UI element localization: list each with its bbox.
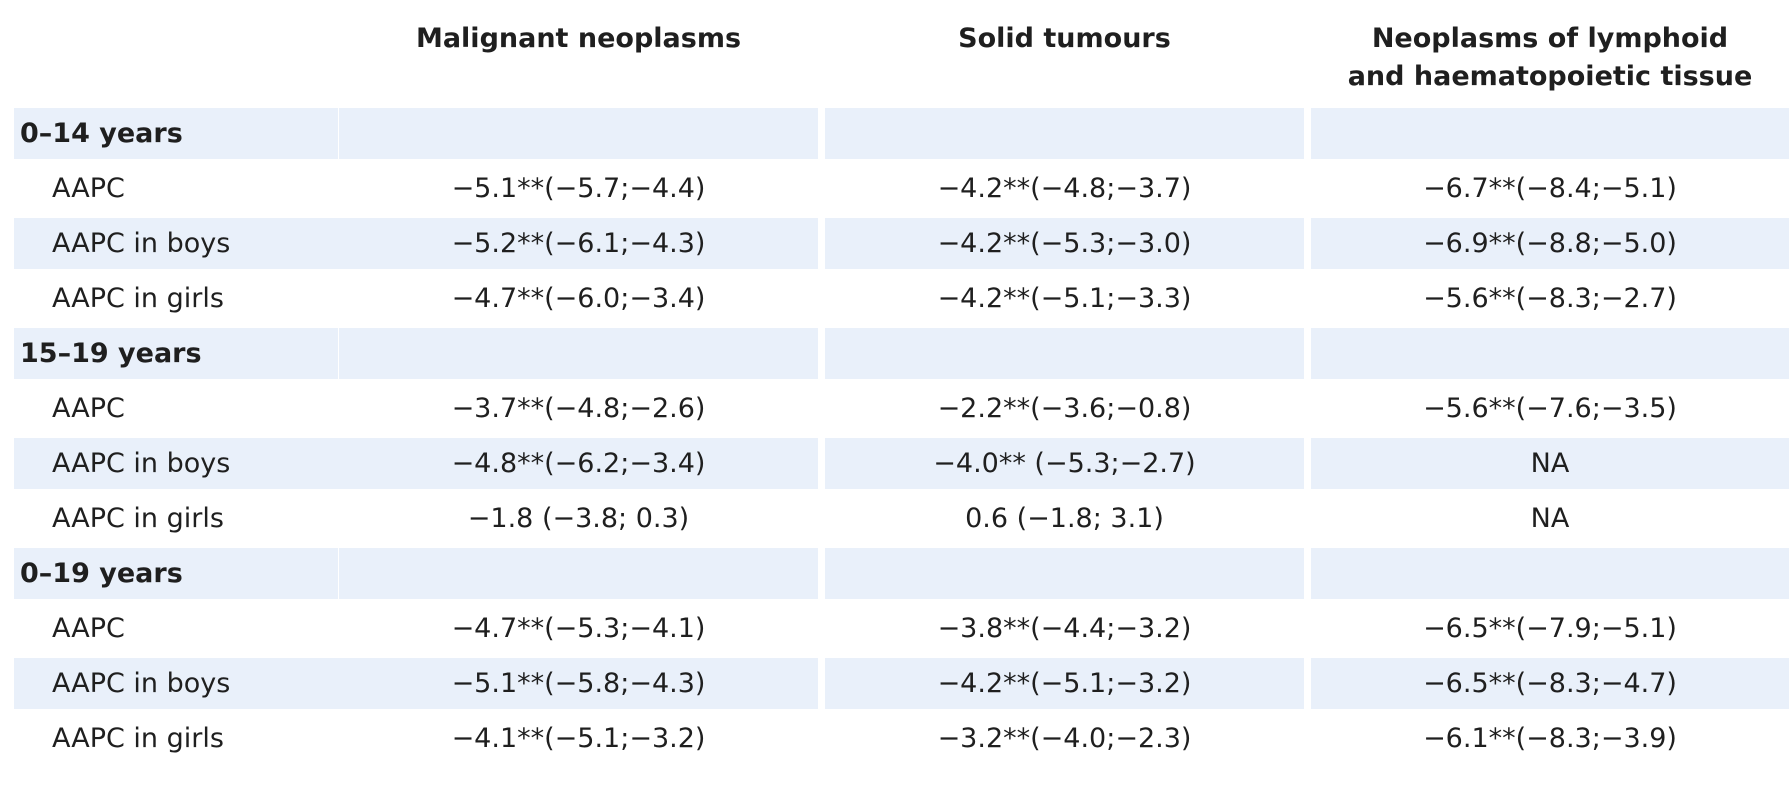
table-row: AAPC in boys −5.1**(−5.8;−4.3) −4.2**(−5… bbox=[14, 656, 1789, 711]
group-label: 15–19 years bbox=[14, 328, 338, 379]
group-row: 0–19 years bbox=[14, 546, 1789, 601]
row-label: AAPC bbox=[52, 173, 125, 204]
table-row: AAPC −3.7**(−4.8;−2.6) −2.2**(−3.6;−0.8)… bbox=[14, 381, 1789, 436]
group-empty-cell bbox=[1311, 108, 1789, 159]
solid-value: −3.8**(−4.4;−3.2) bbox=[937, 613, 1192, 644]
group-empty-cell bbox=[1311, 548, 1789, 599]
table-row: AAPC −5.1**(−5.7;−4.4) −4.2**(−4.8;−3.7)… bbox=[14, 161, 1789, 216]
group-row: 0–14 years bbox=[14, 106, 1789, 161]
malignant-value: −4.7**(−5.3;−4.1) bbox=[451, 613, 706, 644]
header-lymphoid-line-1: Neoplasms of lymphoid bbox=[1371, 23, 1729, 54]
solid-value: 0.6 (−1.8; 3.1) bbox=[965, 503, 1164, 534]
table-row: AAPC −4.7**(−5.3;−4.1) −3.8**(−4.4;−3.2)… bbox=[14, 601, 1789, 656]
lymphoid-value: −6.5**(−8.3;−4.7) bbox=[1311, 658, 1789, 709]
lymphoid-value: −6.5**(−7.9;−5.1) bbox=[1423, 613, 1677, 644]
row-label: AAPC in girls bbox=[52, 503, 224, 534]
header-malignant-neoplasms: Malignant neoplasms bbox=[339, 0, 818, 106]
table-row: AAPC in girls −4.1**(−5.1;−3.2) −3.2**(−… bbox=[14, 711, 1789, 766]
solid-value: −4.2**(−4.8;−3.7) bbox=[937, 173, 1192, 204]
row-label: AAPC bbox=[52, 613, 125, 644]
solid-value: −4.2**(−5.1;−3.3) bbox=[937, 283, 1192, 314]
malignant-value: −5.1**(−5.7;−4.4) bbox=[451, 173, 706, 204]
header-solid-tumours: Solid tumours bbox=[825, 0, 1304, 106]
solid-value: −4.2**(−5.1;−3.2) bbox=[825, 658, 1304, 709]
solid-value: −4.2**(−5.3;−3.0) bbox=[825, 218, 1304, 269]
header-lymphoid-neoplasms: Neoplasms of lymphoid and haematopoietic… bbox=[1311, 0, 1789, 106]
malignant-value: −4.7**(−6.0;−3.4) bbox=[451, 283, 706, 314]
table-header: Malignant neoplasms Solid tumours Neopla… bbox=[14, 0, 1789, 106]
group-empty-cell bbox=[1311, 328, 1789, 379]
table-row: AAPC in girls −4.7**(−6.0;−3.4) −4.2**(−… bbox=[14, 271, 1789, 326]
lymphoid-value: −5.6**(−8.3;−2.7) bbox=[1423, 283, 1677, 314]
group-label: 0–14 years bbox=[14, 108, 338, 159]
row-label: AAPC bbox=[52, 393, 125, 424]
table-row: AAPC in girls −1.8 (−3.8; 0.3) 0.6 (−1.8… bbox=[14, 491, 1789, 546]
header-lymphoid-line-2: and haematopoietic tissue bbox=[1347, 61, 1753, 92]
row-label: AAPC in boys bbox=[14, 218, 370, 269]
group-label: 0–19 years bbox=[14, 548, 338, 599]
solid-value: −4.0** (−5.3;−2.7) bbox=[825, 438, 1304, 489]
solid-value: −3.2**(−4.0;−2.3) bbox=[937, 723, 1192, 754]
group-empty-cell bbox=[339, 328, 818, 379]
row-label: AAPC in girls bbox=[52, 283, 224, 314]
lymphoid-value: −6.1**(−8.3;−3.9) bbox=[1423, 723, 1677, 754]
malignant-value: −5.2**(−6.1;−4.3) bbox=[339, 218, 818, 269]
malignant-value: −3.7**(−4.8;−2.6) bbox=[451, 393, 706, 424]
table-row: AAPC in boys −5.2**(−6.1;−4.3) −4.2**(−5… bbox=[14, 216, 1789, 271]
group-empty-cell bbox=[339, 548, 818, 599]
lymphoid-value: NA bbox=[1311, 438, 1789, 489]
group-empty-cell bbox=[825, 328, 1304, 379]
malignant-value: −1.8 (−3.8; 0.3) bbox=[467, 503, 690, 534]
table-row: AAPC in boys −4.8**(−6.2;−3.4) −4.0** (−… bbox=[14, 436, 1789, 491]
lymphoid-value: −6.7**(−8.4;−5.1) bbox=[1423, 173, 1677, 204]
group-empty-cell bbox=[825, 548, 1304, 599]
row-label: AAPC in boys bbox=[14, 658, 370, 709]
malignant-value: −5.1**(−5.8;−4.3) bbox=[339, 658, 818, 709]
row-label: AAPC in boys bbox=[14, 438, 370, 489]
group-empty-cell bbox=[339, 108, 818, 159]
lymphoid-value: −5.6**(−7.6;−3.5) bbox=[1423, 393, 1677, 424]
header-solid-tumours-label: Solid tumours bbox=[958, 23, 1171, 54]
row-label: AAPC in girls bbox=[52, 723, 224, 754]
group-row: 15–19 years bbox=[14, 326, 1789, 381]
group-empty-cell bbox=[825, 108, 1304, 159]
header-empty bbox=[14, 0, 332, 106]
header-lymphoid-wrap: Neoplasms of lymphoid and haematopoietic… bbox=[1348, 20, 1753, 96]
lymphoid-value: NA bbox=[1530, 503, 1570, 534]
malignant-value: −4.1**(−5.1;−3.2) bbox=[451, 723, 706, 754]
solid-value: −2.2**(−3.6;−0.8) bbox=[937, 393, 1192, 424]
aapc-table: Malignant neoplasms Solid tumours Neopla… bbox=[14, 0, 1789, 766]
header-malignant-neoplasms-label: Malignant neoplasms bbox=[415, 23, 742, 54]
lymphoid-value: −6.9**(−8.8;−5.0) bbox=[1311, 218, 1789, 269]
malignant-value: −4.8**(−6.2;−3.4) bbox=[339, 438, 818, 489]
